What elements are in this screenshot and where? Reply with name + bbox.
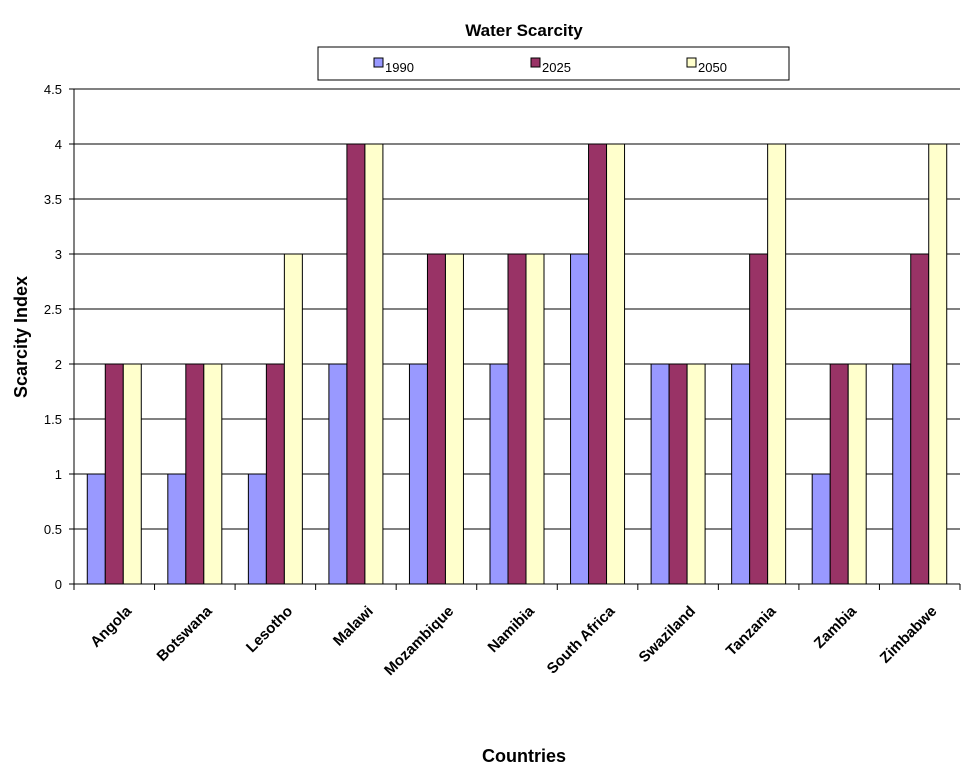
bar-lesotho-2025: [266, 364, 284, 584]
category-label-angola: Angola: [87, 602, 135, 650]
bar-namibia-1990: [490, 364, 508, 584]
chart-title: Water Scarcity: [465, 21, 583, 40]
bar-tanzania-2025: [750, 254, 768, 584]
y-tick-label: 2.5: [44, 302, 62, 317]
y-tick-label: 1.5: [44, 412, 62, 427]
bar-mozambique-2025: [427, 254, 445, 584]
bar-lesotho-1990: [248, 474, 266, 584]
y-tick-label: 2: [55, 357, 62, 372]
bar-botswana-1990: [168, 474, 186, 584]
category-label-zambia: Zambia: [811, 602, 861, 652]
y-tick-label: 4: [55, 137, 62, 152]
category-label-namibia: Namibia: [485, 602, 539, 656]
y-tick-labels: 0 0.5 1 1.5 2 2.5 3 3.5 4 4.5: [44, 82, 62, 592]
bar-mozambique-2050: [445, 254, 463, 584]
category-label-swaziland: Swaziland: [636, 603, 699, 666]
bar-tanzania-2050: [768, 144, 786, 584]
y-tick-label: 0.5: [44, 522, 62, 537]
bar-lesotho-2050: [284, 254, 302, 584]
legend-label-2050: 2050: [698, 60, 727, 75]
category-label-botswana: Botswana: [154, 602, 217, 665]
legend-swatch-2025: [531, 58, 540, 67]
bar-angola-2050: [123, 364, 141, 584]
bar-zimbabwe-2050: [929, 144, 947, 584]
bar-angola-1990: [87, 474, 105, 584]
y-tick-label: 1: [55, 467, 62, 482]
bar-south-africa-2025: [589, 144, 607, 584]
bar-mozambique-1990: [409, 364, 427, 584]
y-tick-label: 4.5: [44, 82, 62, 97]
bar-zimbabwe-2025: [911, 254, 929, 584]
legend-label-2025: 2025: [542, 60, 571, 75]
bar-tanzania-1990: [732, 364, 750, 584]
x-axis-title: Countries: [482, 746, 566, 765]
bar-malawi-1990: [329, 364, 347, 584]
bar-zambia-2050: [848, 364, 866, 584]
category-label-mozambique: Mozambique: [381, 603, 457, 679]
bar-zimbabwe-1990: [893, 364, 911, 584]
bar-south-africa-2050: [607, 144, 625, 584]
y-tick-label: 3: [55, 247, 62, 262]
legend: 1990 2025 2050: [318, 47, 789, 80]
bar-swaziland-2050: [687, 364, 705, 584]
y-tick-label: 3.5: [44, 192, 62, 207]
bar-namibia-2050: [526, 254, 544, 584]
bar-angola-2025: [105, 364, 123, 584]
bar-malawi-2025: [347, 144, 365, 584]
bar-swaziland-1990: [651, 364, 669, 584]
category-label-south-africa: South Africa: [544, 602, 619, 677]
bar-botswana-2050: [204, 364, 222, 584]
legend-swatch-2050: [687, 58, 696, 67]
legend-label-1990: 1990: [385, 60, 414, 75]
bar-zambia-2025: [830, 364, 848, 584]
category-label-zimbabwe: Zimbabwe: [877, 603, 941, 667]
y-axis-title: Scarcity Index: [11, 276, 31, 398]
x-tick-labels: Angola Botswana Lesotho Malawi Mozambique Nam…: [87, 602, 940, 679]
bar-zambia-1990: [812, 474, 830, 584]
bar-namibia-2025: [508, 254, 526, 584]
legend-swatch-1990: [374, 58, 383, 67]
bar-south-africa-1990: [571, 254, 589, 584]
bar-swaziland-2025: [669, 364, 687, 584]
category-label-lesotho: Lesotho: [243, 603, 296, 656]
category-label-malawi: Malawi: [330, 603, 377, 650]
bar-botswana-2025: [186, 364, 204, 584]
y-tick-label: 0: [55, 577, 62, 592]
category-label-tanzania: Tanzania: [723, 602, 780, 659]
bar-malawi-2050: [365, 144, 383, 584]
